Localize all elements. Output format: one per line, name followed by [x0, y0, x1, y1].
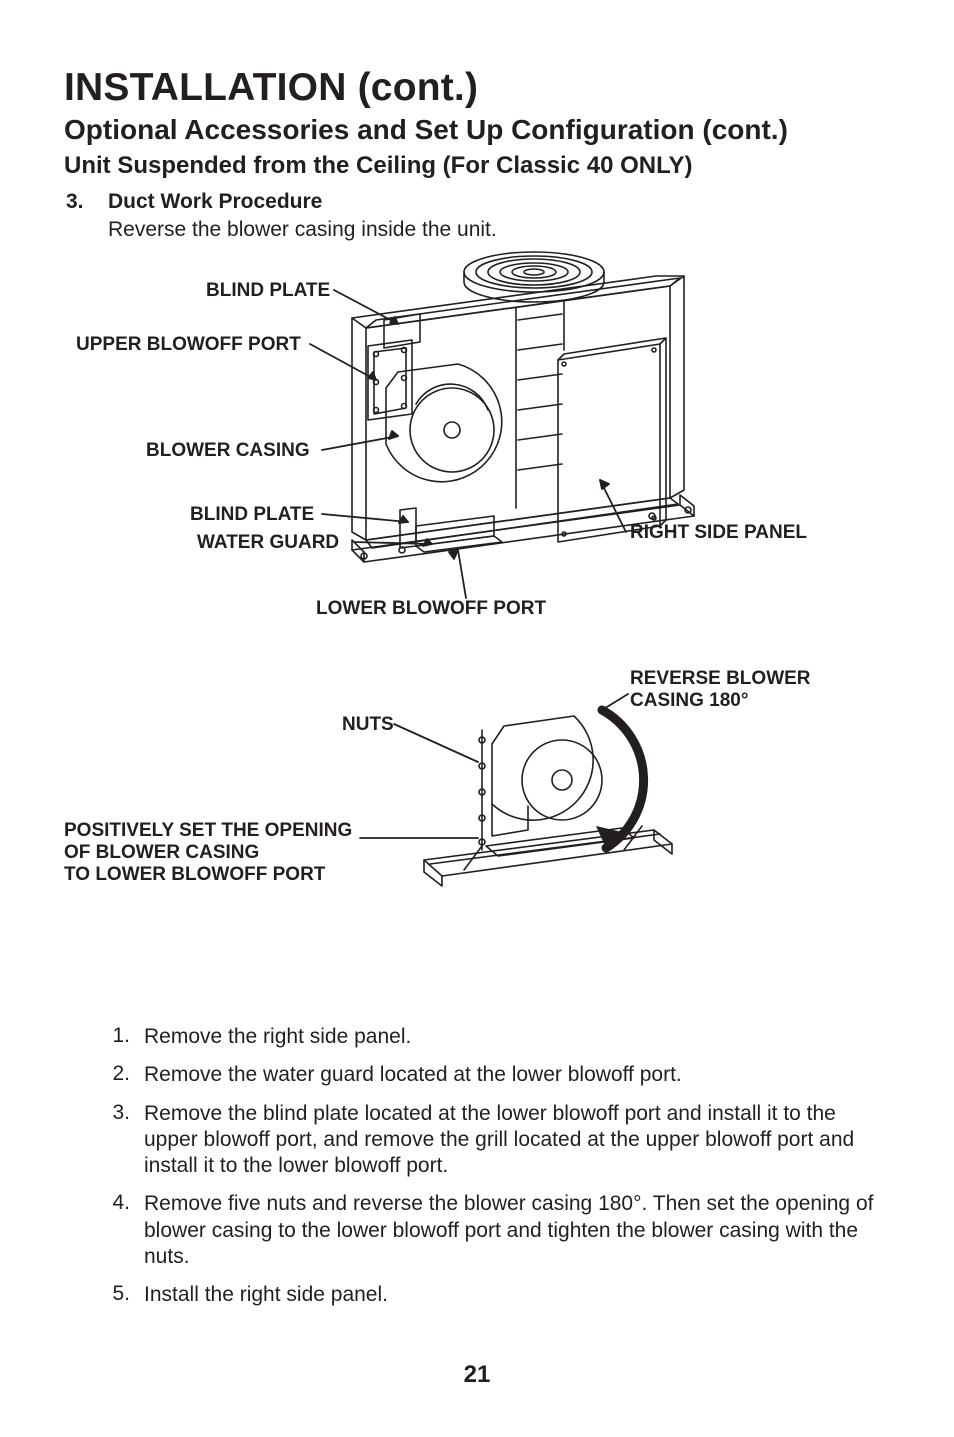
list-number: 3.: [108, 1101, 130, 1180]
step-header: 3. Duct Work Procedure: [66, 190, 890, 214]
step-title: Duct Work Procedure: [108, 190, 322, 214]
figures-svg: [64, 250, 890, 930]
heading-2: Optional Accessories and Set Up Configur…: [64, 114, 890, 146]
heading-3: Unit Suspended from the Ceiling (For Cla…: [64, 152, 890, 180]
list-text: Remove the water guard located at the lo…: [144, 1062, 890, 1088]
page: INSTALLATION (cont.) Optional Accessorie…: [0, 0, 954, 1437]
list-text: Remove the right side panel.: [144, 1024, 890, 1050]
list-number: 5.: [108, 1282, 130, 1308]
list-item: 4. Remove five nuts and reverse the blow…: [108, 1191, 890, 1270]
list-number: 1.: [108, 1024, 130, 1050]
list-text: Install the right side panel.: [144, 1282, 890, 1308]
list-item: 1. Remove the right side panel.: [108, 1024, 890, 1050]
list-item: 5. Install the right side panel.: [108, 1282, 890, 1308]
heading-1: INSTALLATION (cont.): [64, 66, 890, 110]
page-number: 21: [0, 1361, 954, 1389]
step-body: Reverse the blower casing inside the uni…: [108, 218, 890, 242]
list-number: 2.: [108, 1062, 130, 1088]
list-item: 3. Remove the blind plate located at the…: [108, 1101, 890, 1180]
list-text: Remove five nuts and reverse the blower …: [144, 1191, 890, 1270]
figure-area: BLIND PLATE UPPER BLOWOFF PORT BLOWER CA…: [64, 250, 890, 1020]
step-number: 3.: [66, 190, 90, 214]
list-text: Remove the blind plate located at the lo…: [144, 1101, 890, 1180]
ordered-list: 1. Remove the right side panel. 2. Remov…: [108, 1024, 890, 1308]
list-item: 2. Remove the water guard located at the…: [108, 1062, 890, 1088]
list-number: 4.: [108, 1191, 130, 1270]
